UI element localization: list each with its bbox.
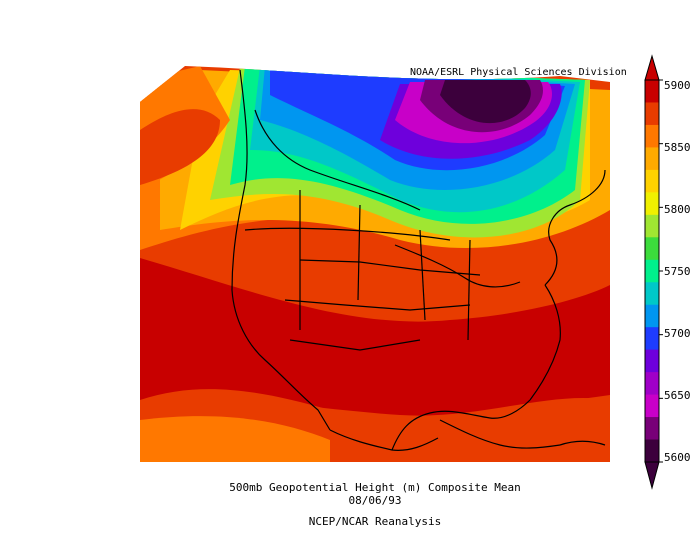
- coastlines: [231, 69, 606, 451]
- colorbar-segment: [645, 237, 659, 261]
- colorbar-segment: [645, 439, 659, 463]
- colorbar-segment: [645, 372, 659, 396]
- colorbar-top-arrow: [644, 54, 660, 81]
- colorbar-segment: [645, 214, 659, 238]
- credit-text: NOAA/ESRL Physical Sciences Division: [410, 67, 627, 78]
- colorbar-segment: [645, 124, 659, 148]
- colorbar-tick-5600: 5600: [664, 451, 691, 464]
- colorbar-segment: [645, 80, 659, 103]
- colorbar: [644, 54, 663, 490]
- colorbar-segment: [645, 147, 659, 171]
- colorbar-tick-5700: 5700: [664, 327, 691, 340]
- colorbar-segment: [645, 304, 659, 328]
- caption-title: 500mb Geopotential Height (m) Composite …: [229, 481, 521, 494]
- colorbar-tick-5800: 5800: [664, 203, 691, 216]
- colorbar-segment: [645, 417, 659, 441]
- caption-source: NCEP/NCAR Reanalysis: [308, 515, 442, 528]
- colorbar-tick-5850: 5850: [664, 141, 691, 154]
- colorbar-segment: [645, 282, 659, 306]
- caption-date: 08/06/93: [348, 494, 402, 507]
- colorbar-tick-5750: 5750: [664, 265, 691, 278]
- colorbar-segment: [645, 192, 659, 216]
- colorbar-tick-5650: 5650: [664, 389, 691, 402]
- height-field: [140, 66, 610, 462]
- colorbar-segment: [645, 394, 659, 418]
- colorbar-segment: [645, 327, 659, 351]
- colorbar-segment: [645, 349, 659, 373]
- colorbar-segment: [645, 169, 659, 193]
- colorbar-tick-5900: 5900: [664, 79, 691, 92]
- colorbar-segment: [645, 102, 659, 126]
- colorbar-segment: [645, 259, 659, 283]
